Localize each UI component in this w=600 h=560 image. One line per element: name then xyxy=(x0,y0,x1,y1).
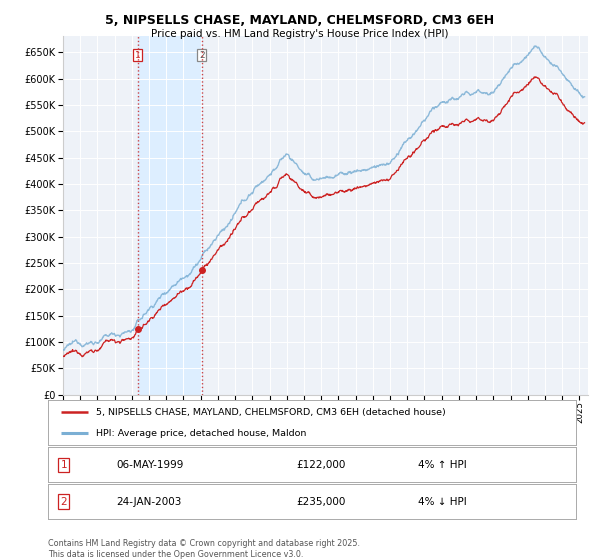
Bar xyxy=(138,36,202,395)
Text: Price paid vs. HM Land Registry's House Price Index (HPI): Price paid vs. HM Land Registry's House … xyxy=(151,29,449,39)
Text: HPI: Average price, detached house, Maldon: HPI: Average price, detached house, Mald… xyxy=(95,428,306,437)
Text: 5, NIPSELLS CHASE, MAYLAND, CHELMSFORD, CM3 6EH (detached house): 5, NIPSELLS CHASE, MAYLAND, CHELMSFORD, … xyxy=(95,408,445,417)
Text: Contains HM Land Registry data © Crown copyright and database right 2025.
This d: Contains HM Land Registry data © Crown c… xyxy=(48,539,360,559)
Text: 4% ↓ HPI: 4% ↓ HPI xyxy=(418,497,466,507)
Text: £235,000: £235,000 xyxy=(296,497,346,507)
Text: 1: 1 xyxy=(61,460,67,470)
Text: 1: 1 xyxy=(135,51,141,60)
Text: 06-MAY-1999: 06-MAY-1999 xyxy=(116,460,184,470)
Text: 4% ↑ HPI: 4% ↑ HPI xyxy=(418,460,466,470)
Text: 5, NIPSELLS CHASE, MAYLAND, CHELMSFORD, CM3 6EH: 5, NIPSELLS CHASE, MAYLAND, CHELMSFORD, … xyxy=(106,14,494,27)
Text: 24-JAN-2003: 24-JAN-2003 xyxy=(116,497,182,507)
Text: £122,000: £122,000 xyxy=(296,460,346,470)
Text: 2: 2 xyxy=(199,51,205,60)
Text: 2: 2 xyxy=(61,497,67,507)
